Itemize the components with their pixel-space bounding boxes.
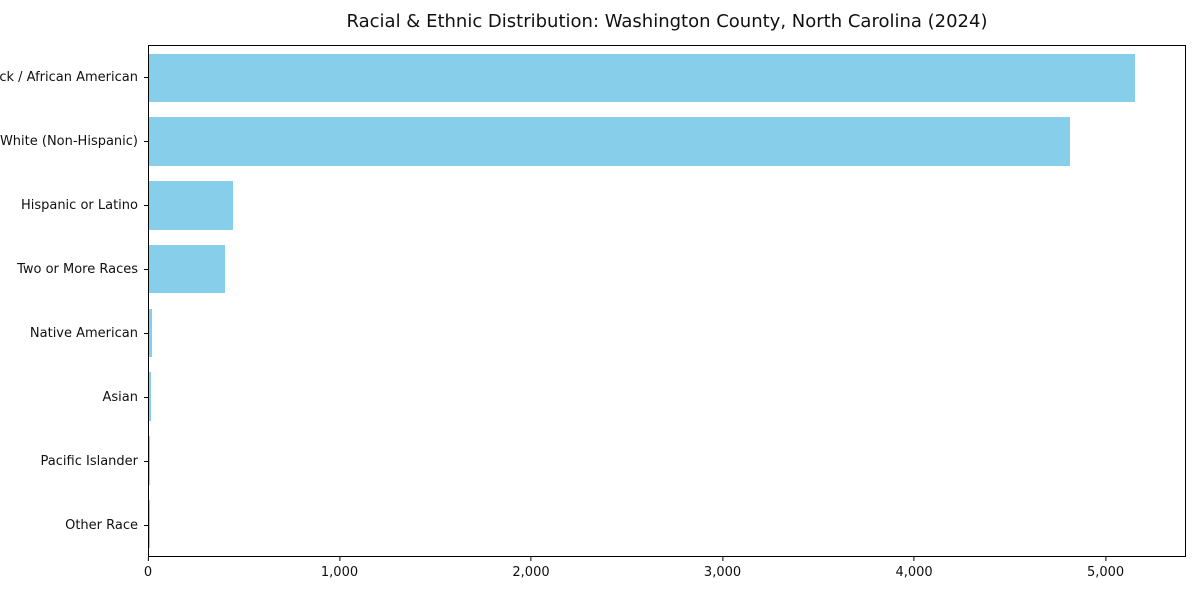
x-axis-tick: 2,000 bbox=[512, 557, 550, 580]
y-axis-label: Other Race bbox=[65, 517, 138, 533]
x-axis-tick-mark bbox=[722, 557, 724, 561]
y-axis-tick bbox=[144, 332, 148, 334]
x-axis-tick-label: 0 bbox=[143, 565, 153, 580]
y-axis-tick bbox=[144, 140, 148, 142]
x-axis-tick: 5,000 bbox=[1087, 557, 1124, 580]
y-axis-tick bbox=[144, 524, 148, 526]
x-axis-tick-mark bbox=[530, 557, 532, 561]
y-axis-label: White (Non-Hispanic) bbox=[0, 133, 138, 149]
x-axis-tick: 0 bbox=[144, 557, 152, 580]
x-axis-tick: 3,000 bbox=[704, 557, 741, 580]
bar-row bbox=[149, 365, 1185, 429]
bar-row bbox=[149, 110, 1185, 174]
bar-row bbox=[149, 492, 1185, 556]
x-axis-tick-label: 5,000 bbox=[1086, 565, 1125, 580]
bar-rows bbox=[149, 46, 1185, 556]
x-axis-tick-label: 3,000 bbox=[703, 565, 742, 580]
y-axis-label: Black / African American bbox=[0, 69, 138, 85]
plot-area bbox=[148, 45, 1186, 557]
x-axis: 0 1,000 2,000 3,000 4,000 5,000 bbox=[144, 557, 1186, 593]
bar bbox=[149, 499, 150, 549]
bar bbox=[149, 117, 1071, 166]
x-axis-tick-mark bbox=[339, 557, 340, 561]
x-axis-tick-label: 2,000 bbox=[512, 565, 550, 580]
y-axis-row: Black / African American bbox=[0, 45, 148, 109]
y-axis-tick bbox=[144, 396, 148, 398]
y-axis-row: Other Race bbox=[0, 493, 148, 557]
bar-row bbox=[149, 301, 1185, 365]
bar-row bbox=[149, 237, 1185, 301]
bar bbox=[149, 308, 152, 358]
chart-title: Racial & Ethnic Distribution: Washington… bbox=[346, 11, 988, 32]
bar bbox=[149, 53, 1136, 103]
x-axis-tick-label: 1,000 bbox=[320, 565, 359, 580]
bar bbox=[149, 244, 226, 294]
y-axis-label: Hispanic or Latino bbox=[20, 197, 138, 213]
y-axis-row: Pacific Islander bbox=[0, 429, 148, 493]
y-axis-row: Hispanic or Latino bbox=[0, 173, 148, 237]
y-axis-row: Asian bbox=[0, 365, 148, 429]
bar bbox=[149, 181, 234, 230]
y-axis: Black / African American White (Non-Hispa… bbox=[0, 45, 148, 557]
x-axis-tick: 1,000 bbox=[321, 557, 358, 580]
y-axis-tick bbox=[144, 268, 148, 270]
y-axis-label: Native American bbox=[29, 325, 138, 341]
y-axis-row: White (Non-Hispanic) bbox=[0, 109, 148, 173]
y-axis-label: Asian bbox=[102, 389, 138, 405]
x-axis-tick-mark bbox=[147, 557, 149, 561]
bar bbox=[149, 436, 150, 485]
y-axis-label: Pacific Islander bbox=[40, 453, 138, 469]
y-axis-tick bbox=[144, 76, 148, 78]
y-axis-row: Native American bbox=[0, 301, 148, 365]
y-axis-label: Two or More Races bbox=[17, 261, 138, 277]
bar-row bbox=[149, 174, 1185, 238]
y-axis-tick bbox=[144, 204, 148, 206]
x-axis-tick: 4,000 bbox=[895, 557, 933, 580]
x-axis-tick-mark bbox=[1105, 557, 1107, 561]
bar bbox=[149, 372, 151, 421]
y-axis-row: Two or More Races bbox=[0, 237, 148, 301]
y-axis-tick bbox=[144, 460, 148, 462]
bar-row bbox=[149, 46, 1185, 110]
bar-row bbox=[149, 429, 1185, 493]
x-axis-tick-label: 4,000 bbox=[895, 565, 933, 580]
x-axis-tick-mark bbox=[913, 557, 915, 561]
